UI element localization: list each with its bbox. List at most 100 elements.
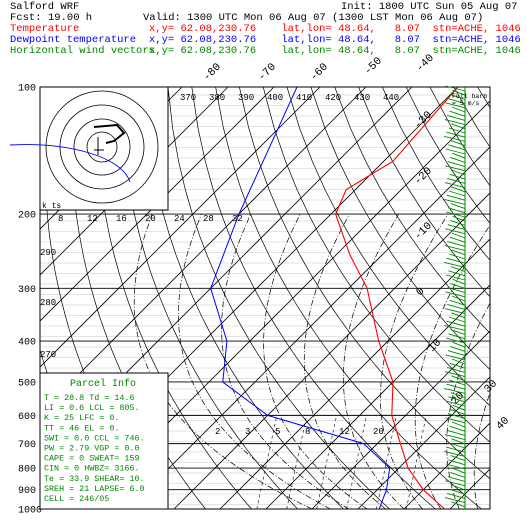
wind-barb xyxy=(451,312,466,319)
pressure-tick-label: 500 xyxy=(18,378,36,389)
height-label: 290 xyxy=(40,248,56,258)
wind-barb xyxy=(444,119,466,126)
wind-barb xyxy=(450,329,466,336)
wind-barb xyxy=(446,194,466,201)
wind-barb xyxy=(449,236,466,243)
dry-adiabat xyxy=(381,87,490,261)
moist-adiabat xyxy=(380,213,449,509)
pressure-tick-label: 300 xyxy=(18,285,36,296)
wind-barb xyxy=(447,366,466,373)
mixing-ratio-label: 16 xyxy=(116,214,127,224)
wind-barb xyxy=(451,358,466,365)
wind-barb xyxy=(450,203,466,210)
wind-barb xyxy=(450,282,466,289)
isotherm-label: -50 xyxy=(362,55,384,77)
full-barb-units: = 5 m/s xyxy=(452,100,479,107)
dry-adiabat xyxy=(215,87,482,509)
isotherm xyxy=(173,192,490,509)
wind-barb xyxy=(444,135,466,142)
hodograph-dewpoint-segment xyxy=(9,144,131,183)
mixing-ratio-line xyxy=(406,415,427,509)
isotherm-label: 30 xyxy=(482,378,500,396)
wind-barb xyxy=(447,350,466,357)
wind-barb xyxy=(449,488,466,495)
wind-barb xyxy=(451,421,466,428)
wind-barb xyxy=(450,345,466,352)
wind-barb xyxy=(448,396,466,403)
pressure-tick-label: 200 xyxy=(18,211,36,222)
wind-barb xyxy=(449,173,466,180)
wind-barb xyxy=(445,417,466,424)
wind-barb xyxy=(450,392,466,399)
theta-e-label: 370 xyxy=(180,93,196,103)
parcel-info-row: SREH = 21 LAPSE= 6.0 xyxy=(44,484,145,494)
mixing-ratio-label: 5 xyxy=(275,427,280,437)
moist-adiabat xyxy=(446,302,490,509)
dry-adiabat xyxy=(405,87,490,224)
wind-barb xyxy=(447,161,466,168)
wind-barb xyxy=(445,354,466,361)
wind-barb xyxy=(447,413,466,420)
moist-adiabat xyxy=(414,224,490,509)
hodograph-ring xyxy=(45,90,159,204)
wind-barb xyxy=(446,320,466,327)
theta-e-label: 380 xyxy=(209,93,225,103)
pressure-tick-label: 600 xyxy=(18,412,36,423)
legend-dewpoint-info: x,y= 62.08,230.76 lat,lon= 48.64, 8.07 s… xyxy=(149,34,521,46)
wind-barb xyxy=(445,274,466,281)
dry-adiabat xyxy=(262,87,490,443)
wind-barb xyxy=(444,434,466,441)
hodograph-trace xyxy=(93,123,126,144)
wind-barb xyxy=(449,362,466,369)
mixing-ratio-label: 12 xyxy=(87,214,98,224)
wind-barb xyxy=(451,249,466,256)
mixing-ratio-line xyxy=(256,415,278,509)
wind-barb xyxy=(445,228,466,235)
wind-barb xyxy=(445,102,466,109)
wind-barb xyxy=(448,253,466,260)
isotherm xyxy=(40,87,367,414)
isotherm-label: -80 xyxy=(201,61,223,83)
isotherm xyxy=(127,146,490,509)
dry-adiabat xyxy=(96,87,252,509)
theta-e-label: 400 xyxy=(267,93,283,103)
wind-barb xyxy=(450,140,466,147)
wind-barb xyxy=(446,383,466,390)
wind-barb xyxy=(451,169,466,176)
dry-adiabat xyxy=(286,87,490,407)
wind-barb xyxy=(450,219,466,226)
wind-barb xyxy=(451,123,466,130)
model-name: Salford WRF xyxy=(10,1,80,13)
legend-temperature-info: x,y= 62.08,230.76 lat,lon= 48.64, 8.07 s… xyxy=(149,23,521,35)
isotherm xyxy=(40,87,321,368)
wind-barb xyxy=(452,89,466,96)
wind-barb xyxy=(445,211,466,218)
wind-barb xyxy=(451,186,466,193)
mixing-ratio-line xyxy=(286,415,308,509)
parcel-info-row: CELL = 246/05 xyxy=(44,494,109,504)
theta-e-label: 420 xyxy=(325,93,341,103)
dry-adiabat xyxy=(167,87,390,509)
pressure-tick-label: 800 xyxy=(18,465,36,476)
wind-barb xyxy=(444,198,466,205)
wind-barb xyxy=(447,287,466,294)
parcel-info-row: LI = 0.6 LCL = 805. xyxy=(44,403,140,413)
isotherm xyxy=(357,376,490,509)
hodograph-ring xyxy=(86,131,118,163)
forecast-hours: 19.00 h xyxy=(48,12,93,24)
hodograph-box xyxy=(39,86,169,211)
wind-barb xyxy=(445,291,466,298)
parcel-info-box xyxy=(39,372,169,510)
isotherm xyxy=(265,284,490,509)
wind-barb xyxy=(448,207,466,214)
dry-adiabat xyxy=(120,87,298,509)
wind-barb xyxy=(448,127,466,134)
wind-barb xyxy=(446,131,466,138)
theta-e-label: 410 xyxy=(296,93,312,103)
mixing-ratio-line xyxy=(346,415,367,509)
wind-barb xyxy=(447,98,466,105)
parcel-info-row: CAPE = 0 SWEAT= 159 xyxy=(44,454,140,464)
wind-barb xyxy=(448,316,466,323)
